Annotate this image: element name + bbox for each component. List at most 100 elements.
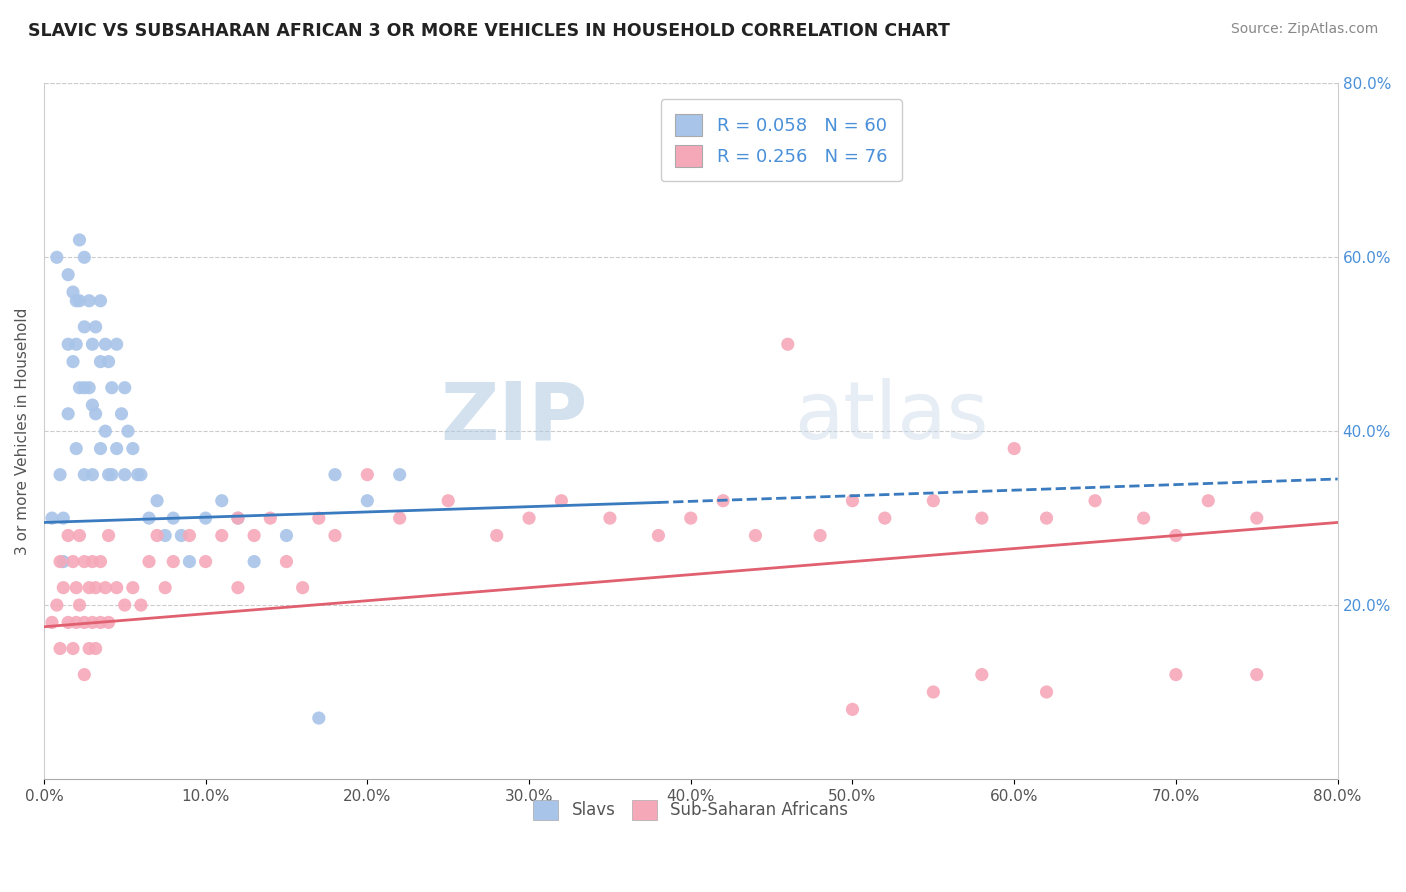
Point [82, 398, 104, 412]
Point [69, 233, 91, 247]
Point [1246, 667, 1268, 681]
Point [82, 555, 104, 569]
Point [65, 615, 87, 630]
Point [77, 581, 100, 595]
Point [138, 555, 160, 569]
Point [679, 511, 702, 525]
Point [146, 528, 169, 542]
Point [69, 293, 91, 308]
Point [82, 337, 104, 351]
Point [89, 442, 111, 456]
Point [56, 407, 79, 421]
Point [105, 442, 128, 456]
Point [226, 511, 249, 525]
Point [550, 493, 572, 508]
Point [45, 250, 67, 264]
Point [73, 615, 96, 630]
Text: Source: ZipAtlas.com: Source: ZipAtlas.com [1230, 22, 1378, 37]
Point [1197, 493, 1219, 508]
Point [153, 528, 176, 542]
Point [129, 598, 152, 612]
Point [323, 528, 346, 542]
Point [65, 337, 87, 351]
Point [97, 354, 120, 368]
Point [388, 511, 411, 525]
Point [94, 581, 117, 595]
Point [97, 615, 120, 630]
Point [485, 528, 508, 542]
Point [194, 511, 217, 525]
Point [308, 711, 330, 725]
Point [711, 493, 734, 508]
Point [146, 493, 169, 508]
Point [77, 641, 100, 656]
Point [69, 528, 91, 542]
Point [776, 337, 799, 351]
Point [211, 493, 233, 508]
Point [65, 293, 87, 308]
Point [194, 555, 217, 569]
Point [211, 528, 233, 542]
Legend: Slavs, Sub-Saharan Africans: Slavs, Sub-Saharan Africans [520, 786, 862, 833]
Point [89, 555, 111, 569]
Point [599, 511, 621, 525]
Point [243, 555, 266, 569]
Point [77, 293, 100, 308]
Point [73, 467, 96, 482]
Point [62, 285, 84, 299]
Point [56, 528, 79, 542]
Point [153, 581, 176, 595]
Point [1035, 685, 1057, 699]
Point [41, 615, 63, 630]
Point [56, 337, 79, 351]
Point [52, 555, 75, 569]
Y-axis label: 3 or more Vehicles in Household: 3 or more Vehicles in Household [15, 308, 30, 555]
Point [437, 493, 460, 508]
Point [82, 467, 104, 482]
Point [808, 528, 831, 542]
Point [114, 381, 136, 395]
Point [841, 493, 863, 508]
Point [1164, 528, 1187, 542]
Point [1084, 493, 1107, 508]
Point [841, 702, 863, 716]
Text: SLAVIC VS SUBSAHARAN AFRICAN 3 OR MORE VEHICLES IN HOUSEHOLD CORRELATION CHART: SLAVIC VS SUBSAHARAN AFRICAN 3 OR MORE V… [28, 22, 950, 40]
Point [89, 615, 111, 630]
Point [179, 528, 201, 542]
Point [84, 319, 107, 334]
Point [94, 337, 117, 351]
Point [179, 555, 201, 569]
Point [110, 407, 132, 421]
Point [65, 581, 87, 595]
Point [89, 354, 111, 368]
Point [101, 381, 124, 395]
Point [127, 467, 149, 482]
Point [73, 319, 96, 334]
Point [73, 250, 96, 264]
Point [259, 511, 281, 525]
Point [323, 467, 346, 482]
Point [647, 528, 669, 542]
Point [62, 555, 84, 569]
Point [117, 424, 139, 438]
Text: ZIP: ZIP [440, 378, 588, 457]
Point [744, 528, 766, 542]
Point [41, 511, 63, 525]
Point [52, 581, 75, 595]
Point [84, 407, 107, 421]
Point [82, 615, 104, 630]
Point [89, 293, 111, 308]
Point [873, 511, 896, 525]
Point [105, 337, 128, 351]
Point [226, 581, 249, 595]
Point [129, 467, 152, 482]
Point [138, 511, 160, 525]
Point [1002, 442, 1025, 456]
Point [356, 493, 378, 508]
Point [97, 467, 120, 482]
Point [52, 511, 75, 525]
Point [94, 424, 117, 438]
Point [73, 555, 96, 569]
Point [101, 467, 124, 482]
Point [1246, 511, 1268, 525]
